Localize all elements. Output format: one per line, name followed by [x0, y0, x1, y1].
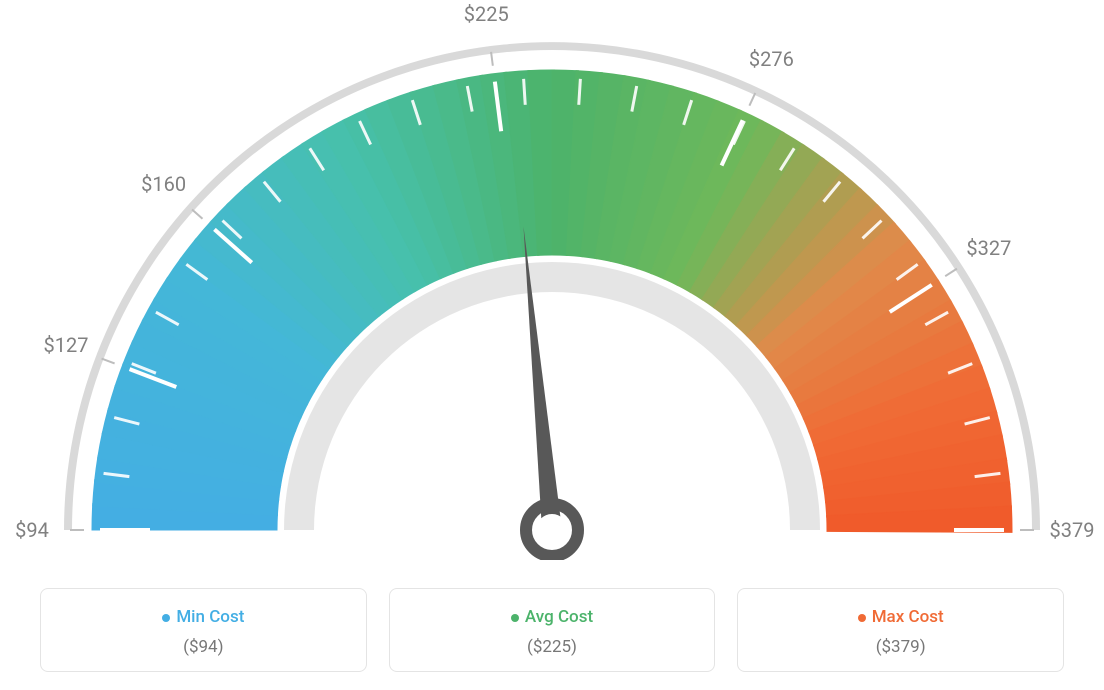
legend-label-text: Min Cost	[176, 607, 244, 627]
legend-value: ($379)	[748, 637, 1053, 657]
legend-dot-icon	[858, 614, 866, 622]
legend-label: Avg Cost	[400, 607, 705, 627]
cost-gauge-chart: $94 $127 $160 $225 $276 $327 $379	[0, 0, 1104, 560]
gauge-tick-label: $94	[15, 518, 49, 542]
gauge-svg	[0, 0, 1104, 560]
legend-card: Max Cost ($379)	[737, 588, 1064, 672]
legend-label-text: Max Cost	[872, 607, 944, 627]
gauge-tick-label: $225	[464, 2, 509, 26]
legend-dot-icon	[511, 614, 519, 622]
legend-label: Min Cost	[51, 607, 356, 627]
gauge-tick-label: $127	[44, 333, 89, 357]
legend-card: Avg Cost ($225)	[389, 588, 716, 672]
gauge-tick-label: $160	[141, 172, 186, 196]
legend-value: ($225)	[400, 637, 705, 657]
legend-label-text: Avg Cost	[525, 607, 593, 627]
gauge-tick-label: $276	[749, 47, 794, 71]
legend-row: Min Cost ($94) Avg Cost ($225) Max Cost ($379…	[40, 588, 1064, 672]
legend-dot-icon	[162, 614, 170, 622]
legend-card: Min Cost ($94)	[40, 588, 367, 672]
gauge-tick-label: $379	[1050, 518, 1095, 542]
legend-value: ($94)	[51, 637, 356, 657]
legend-label: Max Cost	[748, 607, 1053, 627]
gauge-tick-label: $327	[966, 236, 1011, 260]
